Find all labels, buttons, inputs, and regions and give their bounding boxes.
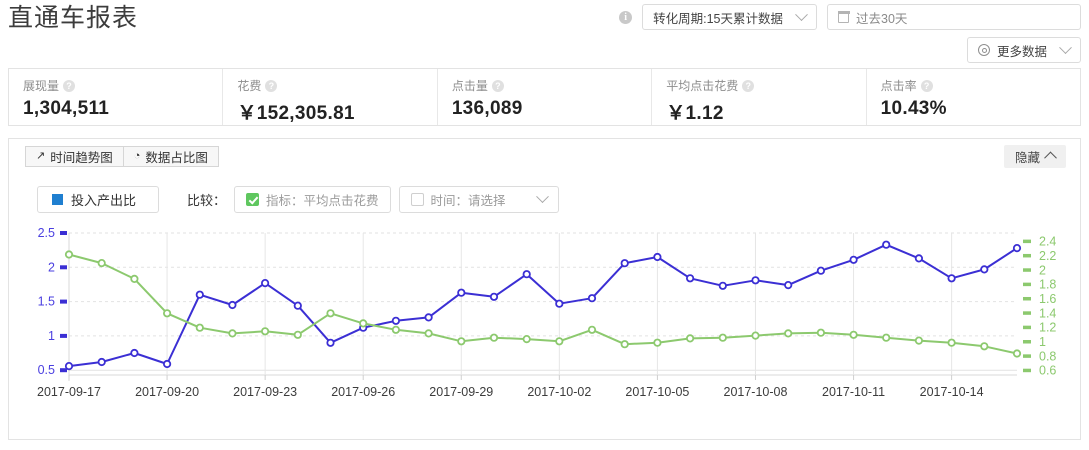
tab-time-trend-label: 时间趋势图 [50, 151, 113, 165]
help-icon[interactable]: ? [920, 79, 933, 92]
svg-text:0.6: 0.6 [1039, 364, 1056, 378]
svg-text:0.5: 0.5 [38, 363, 55, 377]
metric-card: 点击率 ? 10.43% [867, 69, 1080, 125]
metric-label-row: 点击量 ? [452, 77, 651, 94]
info-icon[interactable]: i [619, 10, 633, 24]
metric-card: 平均点击花费 ? ￥1.12 [652, 69, 867, 125]
metric-label: 平均点击花费 [666, 79, 739, 93]
date-range-label: 过去30天 [856, 11, 908, 26]
svg-text:2017-10-14: 2017-10-14 [920, 385, 984, 399]
pie-chart-icon: ◔ [133, 150, 141, 162]
metric-label-row: 展现量 ? [23, 77, 222, 94]
help-icon[interactable]: ? [742, 79, 755, 92]
tab-time-trend[interactable]: ↗ 时间趋势图 [25, 146, 124, 167]
metric-value: 1,304,511 [23, 98, 110, 119]
svg-text:2017-09-20: 2017-09-20 [135, 385, 199, 399]
conversion-cycle-select[interactable]: 转化周期:15天累计数据 [642, 4, 817, 30]
line-chart-icon: ↗ [36, 150, 46, 162]
chart-tabs: ↗ 时间趋势图 ◔ 数据占比图 [25, 146, 219, 167]
metric-card: 花费 ? ￥152,305.81 [223, 69, 438, 125]
metric-label: 展现量 [23, 79, 60, 93]
svg-text:1: 1 [48, 329, 55, 343]
svg-text:1.6: 1.6 [1039, 292, 1056, 306]
header-controls: i 转化周期:15天累计数据 过去30天 更多数据 [619, 4, 1081, 63]
svg-text:2.5: 2.5 [38, 227, 55, 240]
svg-text:2017-09-29: 2017-09-29 [429, 385, 493, 399]
hide-button-label: 隐藏 [1014, 151, 1040, 165]
metric-value: 10.43% [880, 98, 947, 119]
chart-panel: ↗ 时间趋势图 ◔ 数据占比图 隐藏 投入产出比 比较： 指标：平均点击花费 [8, 138, 1081, 440]
trend-chart[interactable]: 0.5 1 1.5 2 2.5 0.6 0.8 1 1.2 1.4 1.6 1.8 2 2.2 2.4 201… [9, 227, 1082, 417]
chevron-up-icon [1044, 151, 1057, 165]
svg-text:1.4: 1.4 [1039, 306, 1056, 320]
svg-text:1.2: 1.2 [1039, 321, 1056, 335]
tab-data-share-label: 数据占比图 [145, 151, 208, 165]
metric-label: 点击率 [880, 79, 917, 93]
chart-filters: 投入产出比 比较： 指标：平均点击花费 时间：请选择 [37, 186, 559, 213]
chevron-down-icon [535, 190, 549, 204]
metric-label: 点击量 [451, 79, 488, 93]
hide-button[interactable]: 隐藏 [1003, 145, 1066, 168]
svg-text:2017-09-23: 2017-09-23 [233, 385, 297, 399]
compare-label: 比较： [187, 193, 227, 208]
metric-label-row: 点击率 ? [881, 77, 1080, 94]
svg-text:1.5: 1.5 [38, 295, 55, 309]
metric-cards: 展现量 ? 1,304,511 花费 ? ￥152,305.81 点击量 ? 1… [8, 68, 1081, 126]
svg-text:2017-10-08: 2017-10-08 [724, 385, 788, 399]
svg-text:0.8: 0.8 [1039, 349, 1056, 363]
compare-metric-label: 指标：平均点击花费 [266, 194, 379, 208]
svg-text:2017-10-02: 2017-10-02 [527, 385, 591, 399]
compare-time-chip[interactable]: 时间：请选择 [398, 186, 559, 213]
legend-metric-selector[interactable]: 投入产出比 [37, 186, 159, 213]
help-icon[interactable]: ? [265, 79, 278, 92]
gear-icon [977, 44, 990, 56]
svg-text:2: 2 [48, 260, 55, 274]
svg-text:2017-10-11: 2017-10-11 [822, 385, 885, 399]
header-bottom-row: 更多数据 [966, 37, 1081, 63]
checkbox-checked-icon[interactable] [246, 193, 260, 206]
help-icon[interactable]: ? [491, 79, 504, 92]
svg-text:2.2: 2.2 [1039, 249, 1056, 263]
metric-card: 展现量 ? 1,304,511 [9, 69, 224, 125]
metric-card: 点击量 ? 136,089 [438, 69, 653, 125]
calendar-icon [837, 11, 850, 23]
metric-value: ￥1.12 [666, 103, 724, 124]
metric-label-row: 平均点击花费 ? [666, 77, 865, 94]
metric-label: 花费 [237, 79, 262, 93]
legend-label: 投入产出比 [71, 193, 137, 208]
conversion-cycle-label: 转化周期:15天累计数据 [653, 11, 783, 26]
svg-text:1.8: 1.8 [1039, 278, 1056, 292]
metric-value: 136,089 [451, 98, 523, 119]
compare-metric-chip[interactable]: 指标：平均点击花费 [234, 186, 391, 213]
metric-label-row: 花费 ? [237, 77, 436, 94]
trend-chart-svg[interactable]: 0.511.522.50.60.811.21.41.61.822.22.4201… [9, 227, 1082, 417]
more-data-button[interactable]: 更多数据 [966, 37, 1081, 63]
checkbox-unchecked-icon[interactable] [410, 193, 424, 206]
more-data-label: 更多数据 [996, 44, 1047, 59]
chevron-down-icon [1059, 40, 1072, 54]
svg-text:2017-09-17: 2017-09-17 [37, 385, 101, 399]
chevron-down-icon [795, 7, 808, 21]
date-range-select[interactable]: 过去30天 [827, 4, 1081, 30]
help-icon[interactable]: ? [63, 79, 76, 92]
svg-text:1: 1 [1039, 335, 1046, 349]
tab-data-share[interactable]: ◔ 数据占比图 [123, 146, 219, 167]
svg-text:2: 2 [1039, 263, 1046, 277]
svg-text:2017-09-26: 2017-09-26 [331, 385, 395, 399]
svg-text:2017-10-05: 2017-10-05 [625, 385, 689, 399]
compare-time-label: 时间：请选择 [430, 194, 506, 208]
legend-color-swatch [52, 194, 63, 205]
page-title: 直通车报表 [8, 4, 139, 32]
metric-value: ￥152,305.81 [237, 103, 355, 124]
svg-text:2.4: 2.4 [1039, 235, 1056, 249]
header-top-row: i 转化周期:15天累计数据 过去30天 [619, 4, 1081, 30]
